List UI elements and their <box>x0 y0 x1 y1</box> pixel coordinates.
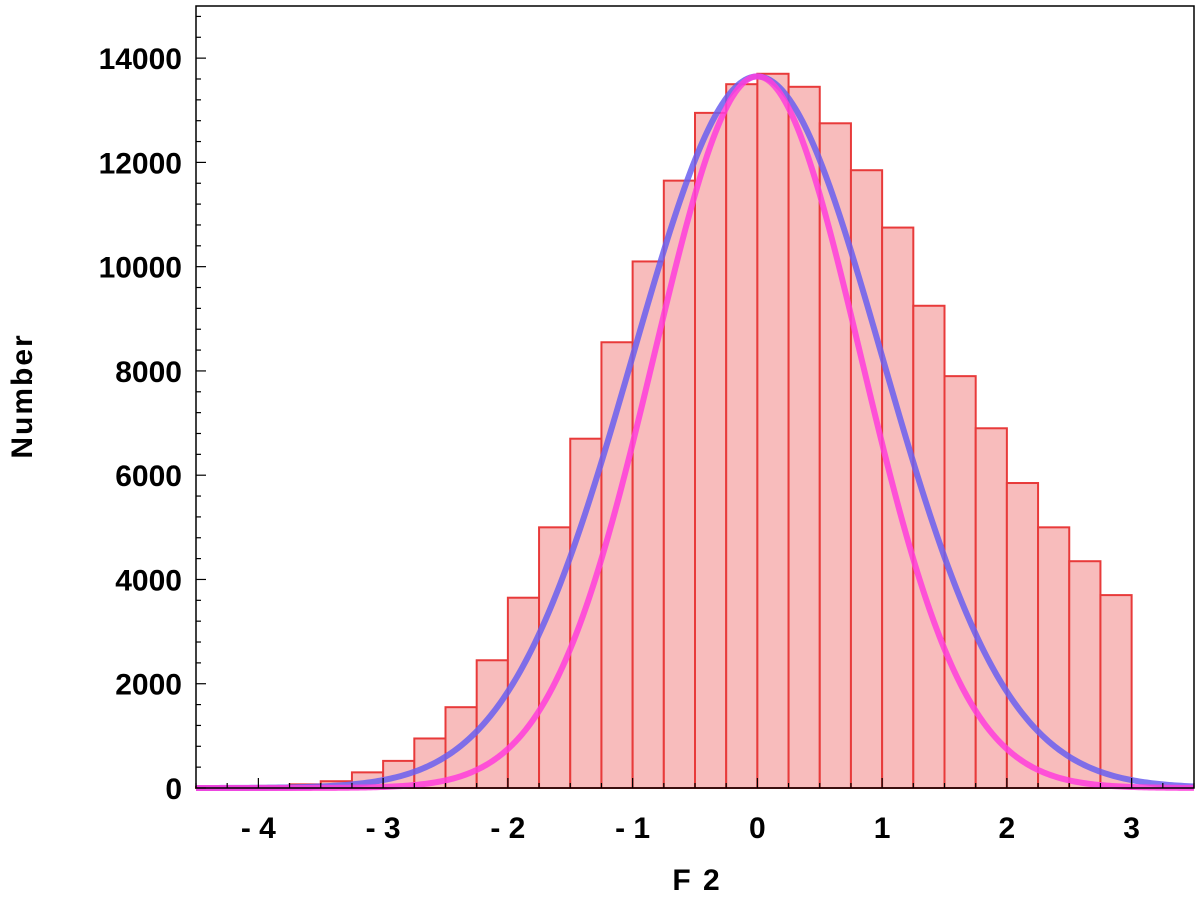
y-tick-label: 14000 <box>99 43 182 76</box>
x-tick-label: 3 <box>1123 812 1140 845</box>
histogram-bar <box>756 72 790 790</box>
x-tick-label: - 4 <box>241 812 276 845</box>
x-tick-label: - 3 <box>366 812 401 845</box>
histogram-bar <box>787 85 821 790</box>
x-tick-label: - 1 <box>615 812 650 845</box>
y-axis-title: Number <box>6 333 39 458</box>
x-tick-label: 1 <box>874 812 891 845</box>
histogram-bar <box>818 122 852 790</box>
histogram-bar <box>943 375 977 789</box>
histogram-bar <box>1068 560 1102 789</box>
histogram-bar <box>662 179 696 789</box>
x-tick-label: 0 <box>749 812 766 845</box>
x-axis-title: F 2 <box>672 864 721 897</box>
y-tick-label: 10000 <box>99 252 182 285</box>
y-tick-label: 0 <box>165 773 182 806</box>
x-tick-label: - 2 <box>490 812 525 845</box>
y-tick-label: 12000 <box>99 147 182 180</box>
x-axis-ticks: - 4 - 3 - 2 - 1 0 1 2 3 <box>195 778 1195 845</box>
y-tick-label: 2000 <box>115 669 182 702</box>
histogram-bar <box>694 111 728 789</box>
y-tick-label: 6000 <box>115 460 182 493</box>
histogram-bar <box>1005 482 1040 789</box>
histogram-bar <box>506 596 541 789</box>
histogram-bar <box>1099 594 1133 790</box>
y-tick-label: 4000 <box>115 564 182 597</box>
y-axis-ticks: 0 2000 4000 6000 8000 10000 12000 14000 <box>99 15 206 806</box>
y-tick-label: 8000 <box>115 356 182 389</box>
histogram-bars <box>195 72 1133 790</box>
x-tick-label: 2 <box>999 812 1016 845</box>
gaussian-fit-curve-1 <box>195 73 1195 791</box>
histogram-bar <box>725 83 759 789</box>
